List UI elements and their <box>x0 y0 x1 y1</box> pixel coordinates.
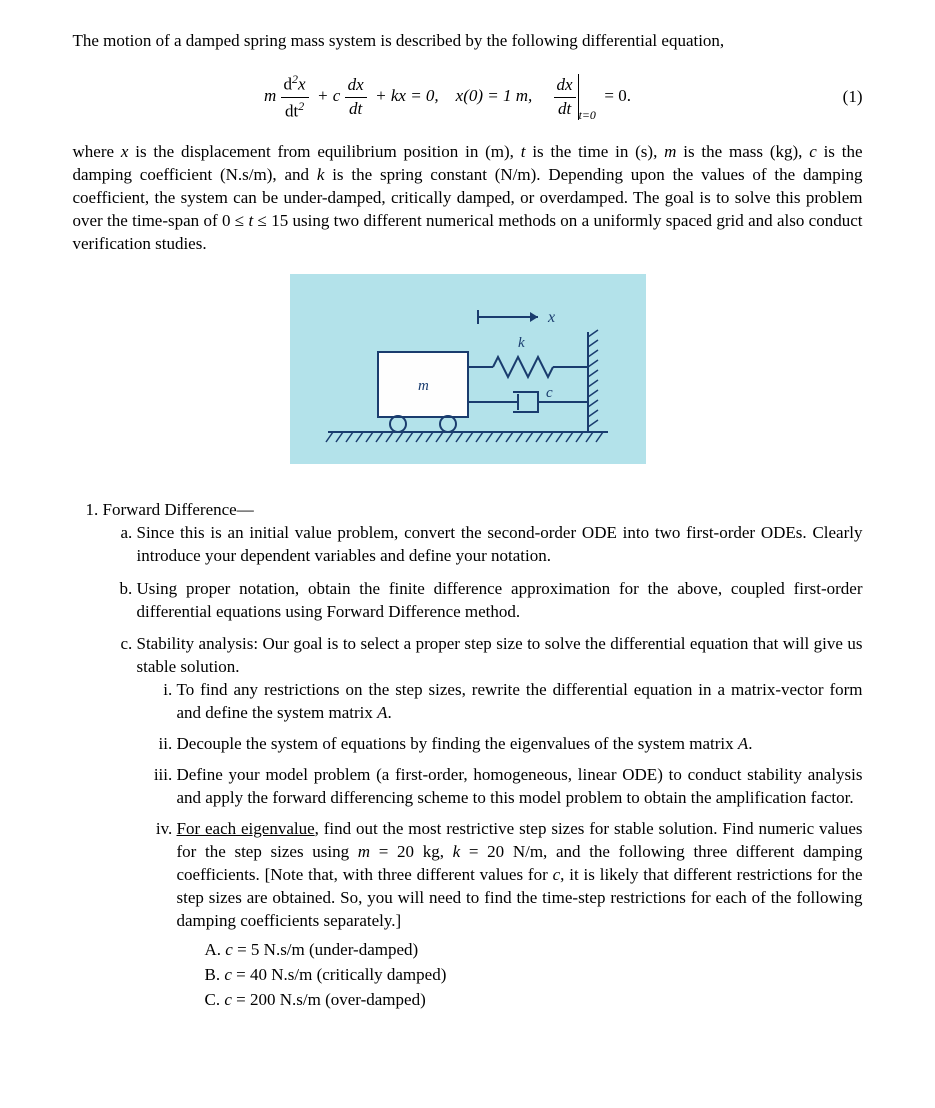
eq-dt2: dt <box>345 98 367 121</box>
eq-eq0: = 0. <box>604 86 631 105</box>
eq-dt: dt <box>285 101 298 120</box>
case-A: A. c = 5 N.s/m (under-damped) <box>205 939 863 962</box>
label-k: k <box>518 335 525 351</box>
eq-t0: t=0 <box>579 108 596 122</box>
item-1: Forward Difference— Since this is an ini… <box>103 499 863 1012</box>
item-1c-ii: Decouple the system of equations by find… <box>177 733 863 756</box>
label-m: m <box>418 378 429 394</box>
eq-d: d <box>284 75 293 94</box>
description-text: where x is the displacement from equilib… <box>73 141 863 256</box>
label-c: c <box>546 385 553 401</box>
item-1c-iii: Define your model problem (a first-order… <box>177 764 863 810</box>
eq-kx: + kx = 0, <box>375 86 439 105</box>
eq-dx: dx <box>345 74 367 98</box>
item-1c: Stability analysis: Our goal is to selec… <box>137 633 863 1011</box>
spring-mass-diagram: m k c x <box>318 292 618 452</box>
figure: m k c x <box>73 274 863 471</box>
item-1b: Using proper notation, obtain the finite… <box>137 578 863 624</box>
item-1c-iv: For each eigenvalue, find out the most r… <box>177 818 863 1012</box>
case-B: B. c = 40 N.s/m (critically damped) <box>205 964 863 987</box>
intro-text: The motion of a damped spring mass syste… <box>73 30 863 53</box>
eq-plus-c: + c <box>317 86 340 105</box>
eq-bar-den: dt <box>554 98 576 121</box>
label-x: x <box>547 309 555 326</box>
equation-number: (1) <box>823 86 863 109</box>
eq-bar-num: dx <box>554 74 576 98</box>
equation-block: m d2x dt2 + c dx dt + kx = 0, x(0) = 1 m… <box>73 71 863 123</box>
eq-ic1: x(0) = 1 m, <box>456 86 533 105</box>
eq-m: m <box>264 86 276 105</box>
eq-sup2b: 2 <box>298 99 304 113</box>
eq-x: x <box>298 75 306 94</box>
item-1a: Since this is an initial value problem, … <box>137 522 863 568</box>
case-C: C. c = 200 N.s/m (over-damped) <box>205 989 863 1012</box>
item-1c-i: To find any restrictions on the step siz… <box>177 679 863 725</box>
